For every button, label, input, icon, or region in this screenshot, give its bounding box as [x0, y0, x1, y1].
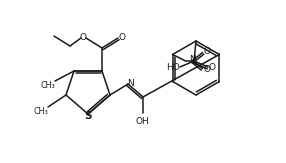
Text: CH₃: CH₃: [41, 82, 55, 90]
Text: OH: OH: [135, 117, 149, 126]
Text: HO: HO: [166, 64, 180, 73]
Text: O: O: [203, 47, 210, 56]
Text: N: N: [127, 79, 133, 88]
Text: O: O: [208, 64, 215, 73]
Text: O: O: [203, 65, 210, 74]
Text: CH₃: CH₃: [34, 108, 48, 117]
Text: O: O: [118, 32, 126, 42]
Text: O: O: [80, 32, 86, 42]
Text: S: S: [84, 111, 92, 121]
Text: N: N: [189, 55, 196, 64]
